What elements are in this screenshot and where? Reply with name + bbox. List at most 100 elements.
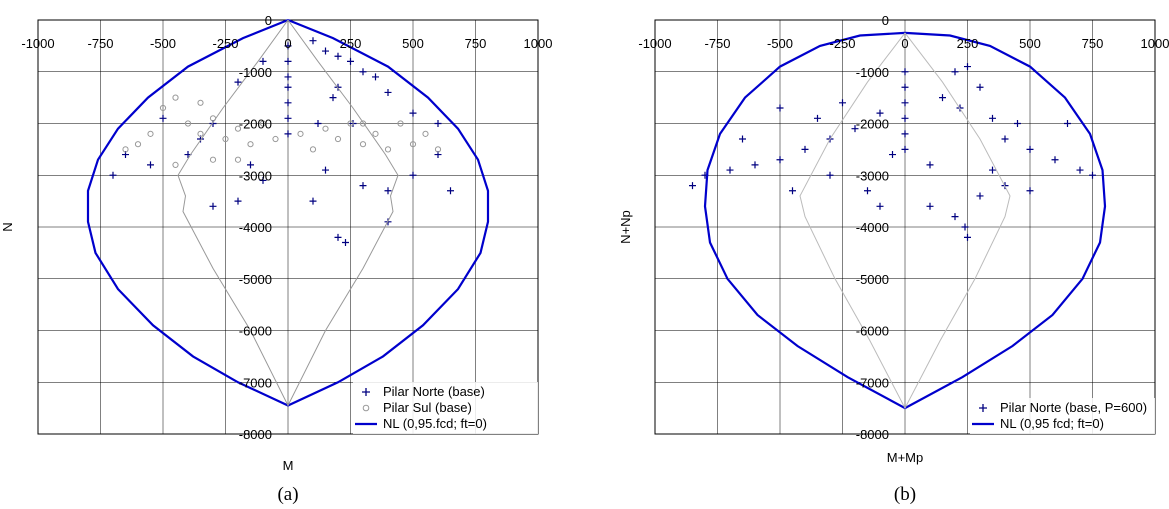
data-point-plus xyxy=(726,166,734,174)
data-point-plus xyxy=(901,83,909,91)
y-tick-label: -1000 xyxy=(856,65,889,80)
x-tick-label: -500 xyxy=(150,36,176,51)
y-tick-label: -7000 xyxy=(856,375,889,390)
x-tick-label: -750 xyxy=(87,36,113,51)
legend-swatch-circle xyxy=(362,404,370,412)
data-point-plus xyxy=(814,114,821,122)
y-tick-label: -7000 xyxy=(239,375,272,390)
legend-swatch-plus xyxy=(979,404,987,412)
data-point-plus xyxy=(1064,120,1071,127)
y-tick-label: 0 xyxy=(265,13,272,28)
data-point-circle xyxy=(409,141,417,148)
y-tick-label: -5000 xyxy=(856,272,889,287)
data-point-plus xyxy=(259,176,267,184)
x-axis-label: M xyxy=(283,458,294,473)
legend: Pilar Norte (base)Pilar Sul (base)NL (0,… xyxy=(353,382,538,434)
x-tick-label: -500 xyxy=(767,36,793,51)
x-tick-label: 1000 xyxy=(1141,36,1169,51)
data-point-plus xyxy=(901,68,909,76)
y-tick-label: -5000 xyxy=(239,272,272,287)
x-tick-label: 750 xyxy=(465,36,487,51)
x-axis-label: M+Mp xyxy=(887,450,923,465)
data-point-plus xyxy=(901,114,909,122)
legend-label: NL (0,95.fcd; ft=0) xyxy=(383,416,487,431)
data-point-plus xyxy=(776,104,784,112)
data-point-plus xyxy=(826,171,834,179)
data-point-circle xyxy=(247,141,254,148)
data-point-plus xyxy=(776,156,784,164)
series-2 xyxy=(799,32,1011,410)
data-point-plus xyxy=(329,94,337,102)
data-point-plus xyxy=(109,171,117,179)
data-point-plus xyxy=(314,120,322,127)
data-point-plus xyxy=(951,213,959,221)
data-point-plus xyxy=(209,202,217,210)
data-point-plus xyxy=(1089,171,1096,179)
legend-box xyxy=(970,398,1155,434)
data-point-plus xyxy=(751,161,759,169)
data-point-plus xyxy=(409,171,417,179)
data-point-plus xyxy=(309,197,317,205)
data-point-plus xyxy=(347,57,354,65)
data-point-circle xyxy=(397,120,404,127)
data-point-plus xyxy=(342,239,349,247)
data-point-circle xyxy=(334,135,342,143)
y-tick-label: -8000 xyxy=(239,427,272,442)
y-tick-label: -2000 xyxy=(856,117,889,132)
data-point-circle xyxy=(234,156,242,163)
data-point-plus xyxy=(309,37,317,45)
data-point-plus xyxy=(801,145,809,153)
data-point-circle xyxy=(184,120,192,127)
data-point-plus xyxy=(976,192,984,200)
data-point-plus xyxy=(964,233,971,241)
y-axis-label: N+Np xyxy=(618,210,633,244)
panel-caption: (b) xyxy=(894,484,916,505)
y-tick-label: -6000 xyxy=(239,324,272,339)
data-point-plus xyxy=(1026,187,1034,195)
legend-label: NL (0,95 fcd; ft=0) xyxy=(1000,416,1104,431)
x-tick-label: -1000 xyxy=(21,36,54,51)
data-point-plus xyxy=(284,114,292,122)
data-point-plus xyxy=(989,166,996,174)
data-point-plus xyxy=(259,57,267,65)
data-point-circle xyxy=(372,130,379,137)
data-point-plus xyxy=(976,83,984,91)
data-point-plus xyxy=(384,187,392,195)
data-point-plus xyxy=(284,73,292,81)
data-point-circle xyxy=(434,146,442,153)
data-point-plus xyxy=(1001,135,1009,143)
data-point-plus xyxy=(359,68,367,76)
data-point-plus xyxy=(876,109,884,117)
data-point-plus xyxy=(409,109,417,117)
data-point-plus xyxy=(159,114,167,122)
legend-box xyxy=(353,382,538,434)
data-point-plus xyxy=(334,233,342,241)
y-tick-label: -1000 xyxy=(239,65,272,80)
x-tick-label: 500 xyxy=(1019,36,1041,51)
data-point-plus xyxy=(864,187,871,195)
data-point-plus xyxy=(926,161,934,169)
data-point-plus xyxy=(961,223,969,231)
data-point-plus xyxy=(789,187,796,195)
data-point-circle xyxy=(359,120,367,127)
data-point-plus xyxy=(851,125,859,133)
x-tick-label: 500 xyxy=(402,36,424,51)
chart-panel-b: -1000 -750 -500 -250 0 250 500 750 1000 0 -1000 -20… xyxy=(618,13,1169,505)
y-tick-label: -6000 xyxy=(856,324,889,339)
data-point-plus xyxy=(926,202,934,210)
legend-label: Pilar Sul (base) xyxy=(383,400,472,415)
x-tick-label: 250 xyxy=(957,36,979,51)
data-point-circle xyxy=(422,130,429,137)
legend-swatch-plus xyxy=(362,388,370,396)
legend: Pilar Norte (base, P=600)NL (0,95 fcd; f… xyxy=(970,398,1155,434)
data-point-plus xyxy=(939,94,946,102)
data-point-plus xyxy=(889,151,896,159)
x-tick-label: -750 xyxy=(704,36,730,51)
data-point-circle xyxy=(272,135,279,143)
inner-boundary-curve xyxy=(177,19,399,407)
data-point-plus xyxy=(284,130,292,138)
inner-boundary-curve xyxy=(799,32,1011,410)
data-point-plus xyxy=(359,182,367,190)
data-point-plus xyxy=(334,52,342,60)
data-point-plus xyxy=(284,99,292,107)
